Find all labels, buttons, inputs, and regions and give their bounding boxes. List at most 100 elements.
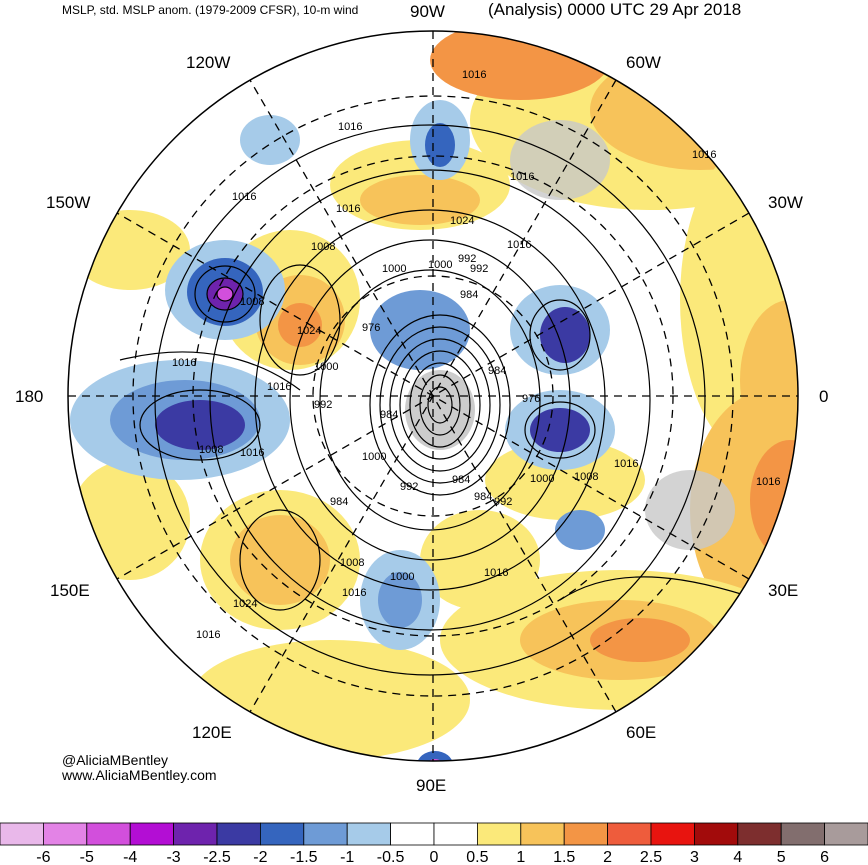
isobar-label: 1016 xyxy=(342,587,366,599)
colorbar-tick-label: 5 xyxy=(777,849,786,865)
lon-label-120e: 120E xyxy=(192,723,232,742)
lon-label-120w: 120W xyxy=(186,53,230,72)
isobar-labels: 1016 1016 1016 1016 1016 1016 1016 1016 … xyxy=(172,69,780,641)
colorbar-swatch xyxy=(694,822,739,846)
colorbar-tick-label: -2 xyxy=(253,849,267,865)
colorbar-swatch xyxy=(216,822,261,846)
isobar-label: 984 xyxy=(330,496,348,508)
lon-label-150e: 150E xyxy=(50,581,90,600)
isobar-label: 1016 xyxy=(756,476,780,488)
colorbar-ticks: -6 -5 -4 -3 -2.5 -2 -1.5 -1 -0.5 0 0.5 1 1.5 2 2.5 3 4 5 6 xyxy=(36,849,829,865)
lon-label-60e: 60E xyxy=(626,723,656,742)
credit-url[interactable]: www.AliciaMBentley.com xyxy=(62,767,217,783)
colorbar-tick-label: 6 xyxy=(820,849,829,865)
isobar-label: 1008 xyxy=(574,471,598,483)
map-subtitle: MSLP, std. MSLP anom. (1979-2009 CFSR), … xyxy=(62,3,359,17)
isobar-label: 1016 xyxy=(614,458,638,470)
isobar-label: 984 xyxy=(474,491,492,503)
graticule xyxy=(68,31,798,761)
lon-label-180: 180 xyxy=(15,387,43,406)
colorbar-tick-label: 3 xyxy=(690,849,699,865)
colorbar-swatch xyxy=(433,822,478,846)
colorbar-swatches xyxy=(0,822,868,846)
isobar-label: 992 xyxy=(314,399,332,411)
colorbar-swatch xyxy=(43,822,88,846)
lon-label-90w: 90W xyxy=(410,2,445,21)
isobar-label: 984 xyxy=(452,474,470,486)
colorbar-tick-label: -1.5 xyxy=(290,849,318,865)
colorbar-swatch xyxy=(173,822,218,846)
isobar-label: 976 xyxy=(522,393,540,405)
colorbar-tick-label: 2 xyxy=(603,849,612,865)
anomaly-field xyxy=(68,31,798,761)
isobar-label: 1000 xyxy=(362,451,386,463)
colorbar-tick-label: -6 xyxy=(36,849,50,865)
colorbar-tick-label: 4 xyxy=(733,849,742,865)
isobar-label: 984 xyxy=(460,289,478,301)
isobar-label: 1008 xyxy=(199,444,223,456)
isobar-label: 1016 xyxy=(196,629,220,641)
isobar-label: 992 xyxy=(458,253,476,265)
isobar-label: 1008 xyxy=(340,557,364,569)
colorbar-swatch xyxy=(129,822,174,846)
lon-label-60w: 60W xyxy=(626,53,661,72)
isobar-label: 992 xyxy=(494,496,512,508)
isobar-label: 1016 xyxy=(338,121,362,133)
colorbar-tick-label: 2.5 xyxy=(640,849,662,865)
colorbar-swatch xyxy=(86,822,131,846)
lon-label-30e: 30E xyxy=(768,581,798,600)
colorbar-swatch xyxy=(780,822,826,846)
colorbar-swatch xyxy=(607,822,652,846)
colorbar-swatch xyxy=(824,822,868,846)
isobar-label: 984 xyxy=(380,409,398,421)
colorbar-swatch xyxy=(650,822,695,846)
colorbar-swatch xyxy=(303,822,348,846)
isobar-label: 992 xyxy=(400,481,418,493)
colorbar-tick-label: -0.5 xyxy=(377,849,405,865)
colorbar-swatch xyxy=(563,822,609,846)
isobar-label: 1000 xyxy=(530,473,554,485)
isobar-label: 1016 xyxy=(172,357,196,369)
lon-label-30w: 30W xyxy=(768,193,803,212)
colorbar-swatch xyxy=(0,822,44,846)
isobar-label: 1024 xyxy=(233,598,257,610)
isobar-label: 1024 xyxy=(297,325,321,337)
isobar-label: 984 xyxy=(488,365,506,377)
isobar-label: 1008 xyxy=(311,241,335,253)
colorbar-swatch xyxy=(737,822,782,846)
isobar-label: 1016 xyxy=(336,203,360,215)
isobar-label: 1024 xyxy=(450,215,474,227)
lon-label-90e: 90E xyxy=(416,776,446,795)
lon-label-0: 0 xyxy=(819,387,828,406)
colorbar-tick-label: -4 xyxy=(123,849,137,865)
isobar-label: 992 xyxy=(470,263,488,275)
isobar-label: 1016 xyxy=(507,239,531,251)
colorbar-tick-label: -5 xyxy=(80,849,94,865)
isobar-label: 1016 xyxy=(462,69,486,81)
colorbar-tick-label: 1.5 xyxy=(553,849,575,865)
colorbar-swatch xyxy=(259,822,305,846)
lon-label-150w: 150W xyxy=(46,193,90,212)
colorbar-swatch xyxy=(476,822,522,846)
colorbar-tick-label: -2.5 xyxy=(203,849,231,865)
isobar-label: 1000 xyxy=(390,571,414,583)
colorbar-swatch xyxy=(520,822,565,846)
isobar-label: 1016 xyxy=(692,149,716,161)
colorbar-swatch xyxy=(346,822,392,846)
colorbar-swatch xyxy=(390,822,435,846)
isobar-label: 1016 xyxy=(267,381,291,393)
isobar-label: 1016 xyxy=(484,567,508,579)
colorbar: -6 -5 -4 -3 -2.5 -2 -1.5 -1 -0.5 0 0.5 1 1.5 2 2.5 3 4 5 6 xyxy=(0,822,868,865)
isobar-label: 1016 xyxy=(232,191,256,203)
colorbar-tick-label: 0.5 xyxy=(466,849,488,865)
polar-map: 1016 1016 1016 1016 1016 1016 1016 1016 … xyxy=(15,2,828,795)
isobar-label: 1016 xyxy=(510,171,534,183)
map-title: (Analysis) 0000 UTC 29 Apr 2018 xyxy=(488,0,742,19)
colorbar-tick-label: 0 xyxy=(430,849,439,865)
isobar-label: 976 xyxy=(362,322,380,334)
colorbar-tick-label: 1 xyxy=(516,849,525,865)
map-boundary xyxy=(67,30,799,762)
isobar-label: 1008 xyxy=(240,296,264,308)
credit-handle: @AliciaMBentley xyxy=(62,752,169,768)
isobar-label: 1000 xyxy=(314,361,338,373)
